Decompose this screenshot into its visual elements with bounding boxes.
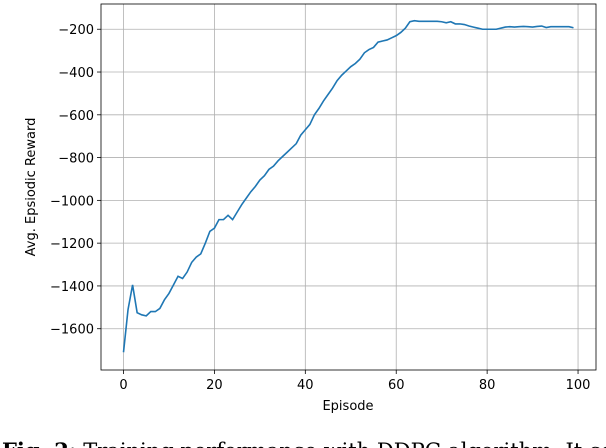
caption-text: Training performance with DDPG algorithm… — [83, 439, 606, 448]
y-tick-label: −1400 — [50, 280, 94, 295]
x-axis-label: Episode — [322, 399, 373, 414]
y-tick-label: −200 — [58, 23, 94, 38]
x-tick-label: 0 — [119, 378, 127, 393]
x-tick-label: 40 — [297, 378, 314, 393]
y-tick-label: −600 — [58, 109, 94, 124]
caption-label: Fig. 2: — [2, 438, 77, 448]
x-tick-label: 60 — [388, 378, 405, 393]
plot-frame — [100, 3, 597, 371]
caption: Fig. 2: Training performance with DDPG a… — [2, 438, 606, 448]
line — [122, 19, 574, 353]
x-tick-label: 80 — [479, 378, 496, 393]
y-tick-label: −1200 — [50, 237, 94, 252]
y-tick-label: −400 — [58, 66, 94, 81]
x-tick-label: 20 — [206, 378, 223, 393]
y-tick-label: −1600 — [50, 323, 94, 338]
x-tick-label: 100 — [566, 378, 591, 393]
y-tick-label: −1000 — [50, 194, 94, 209]
y-tick-label: −800 — [58, 152, 94, 167]
y-axis-label: Avg. Epsiodic Reward — [24, 118, 39, 257]
